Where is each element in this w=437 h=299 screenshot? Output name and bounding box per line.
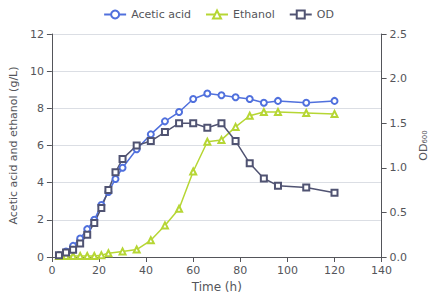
svg-text:4: 4: [37, 176, 44, 189]
svg-text:Ethanol: Ethanol: [233, 8, 275, 21]
svg-text:Time (h): Time (h): [191, 280, 242, 294]
svg-text:Acetic acid: Acetic acid: [131, 8, 191, 21]
svg-text:20: 20: [92, 264, 106, 277]
svg-text:40: 40: [139, 264, 153, 277]
svg-text:6: 6: [37, 139, 44, 152]
svg-text:140: 140: [371, 264, 392, 277]
svg-text:1.5: 1.5: [390, 117, 408, 130]
svg-text:120: 120: [324, 264, 345, 277]
svg-text:10: 10: [30, 65, 44, 78]
svg-text:Acetic acid and ethanol (g/L): Acetic acid and ethanol (g/L): [7, 66, 20, 224]
svg-text:2.5: 2.5: [390, 28, 408, 41]
svg-text:0: 0: [48, 264, 55, 277]
svg-text:80: 80: [233, 264, 247, 277]
svg-text:0.0: 0.0: [390, 251, 408, 264]
svg-text:1.0: 1.0: [390, 161, 408, 174]
svg-text:12: 12: [30, 28, 44, 41]
svg-text:0.5: 0.5: [390, 206, 408, 219]
svg-text:2.0: 2.0: [390, 72, 408, 85]
svg-text:OD₆₀₀: OD₆₀₀: [417, 130, 430, 161]
svg-text:100: 100: [277, 264, 298, 277]
svg-text:60: 60: [186, 264, 200, 277]
svg-text:2: 2: [37, 213, 44, 226]
svg-text:8: 8: [37, 102, 44, 115]
svg-text:0: 0: [37, 251, 44, 264]
svg-text:OD: OD: [317, 8, 334, 21]
